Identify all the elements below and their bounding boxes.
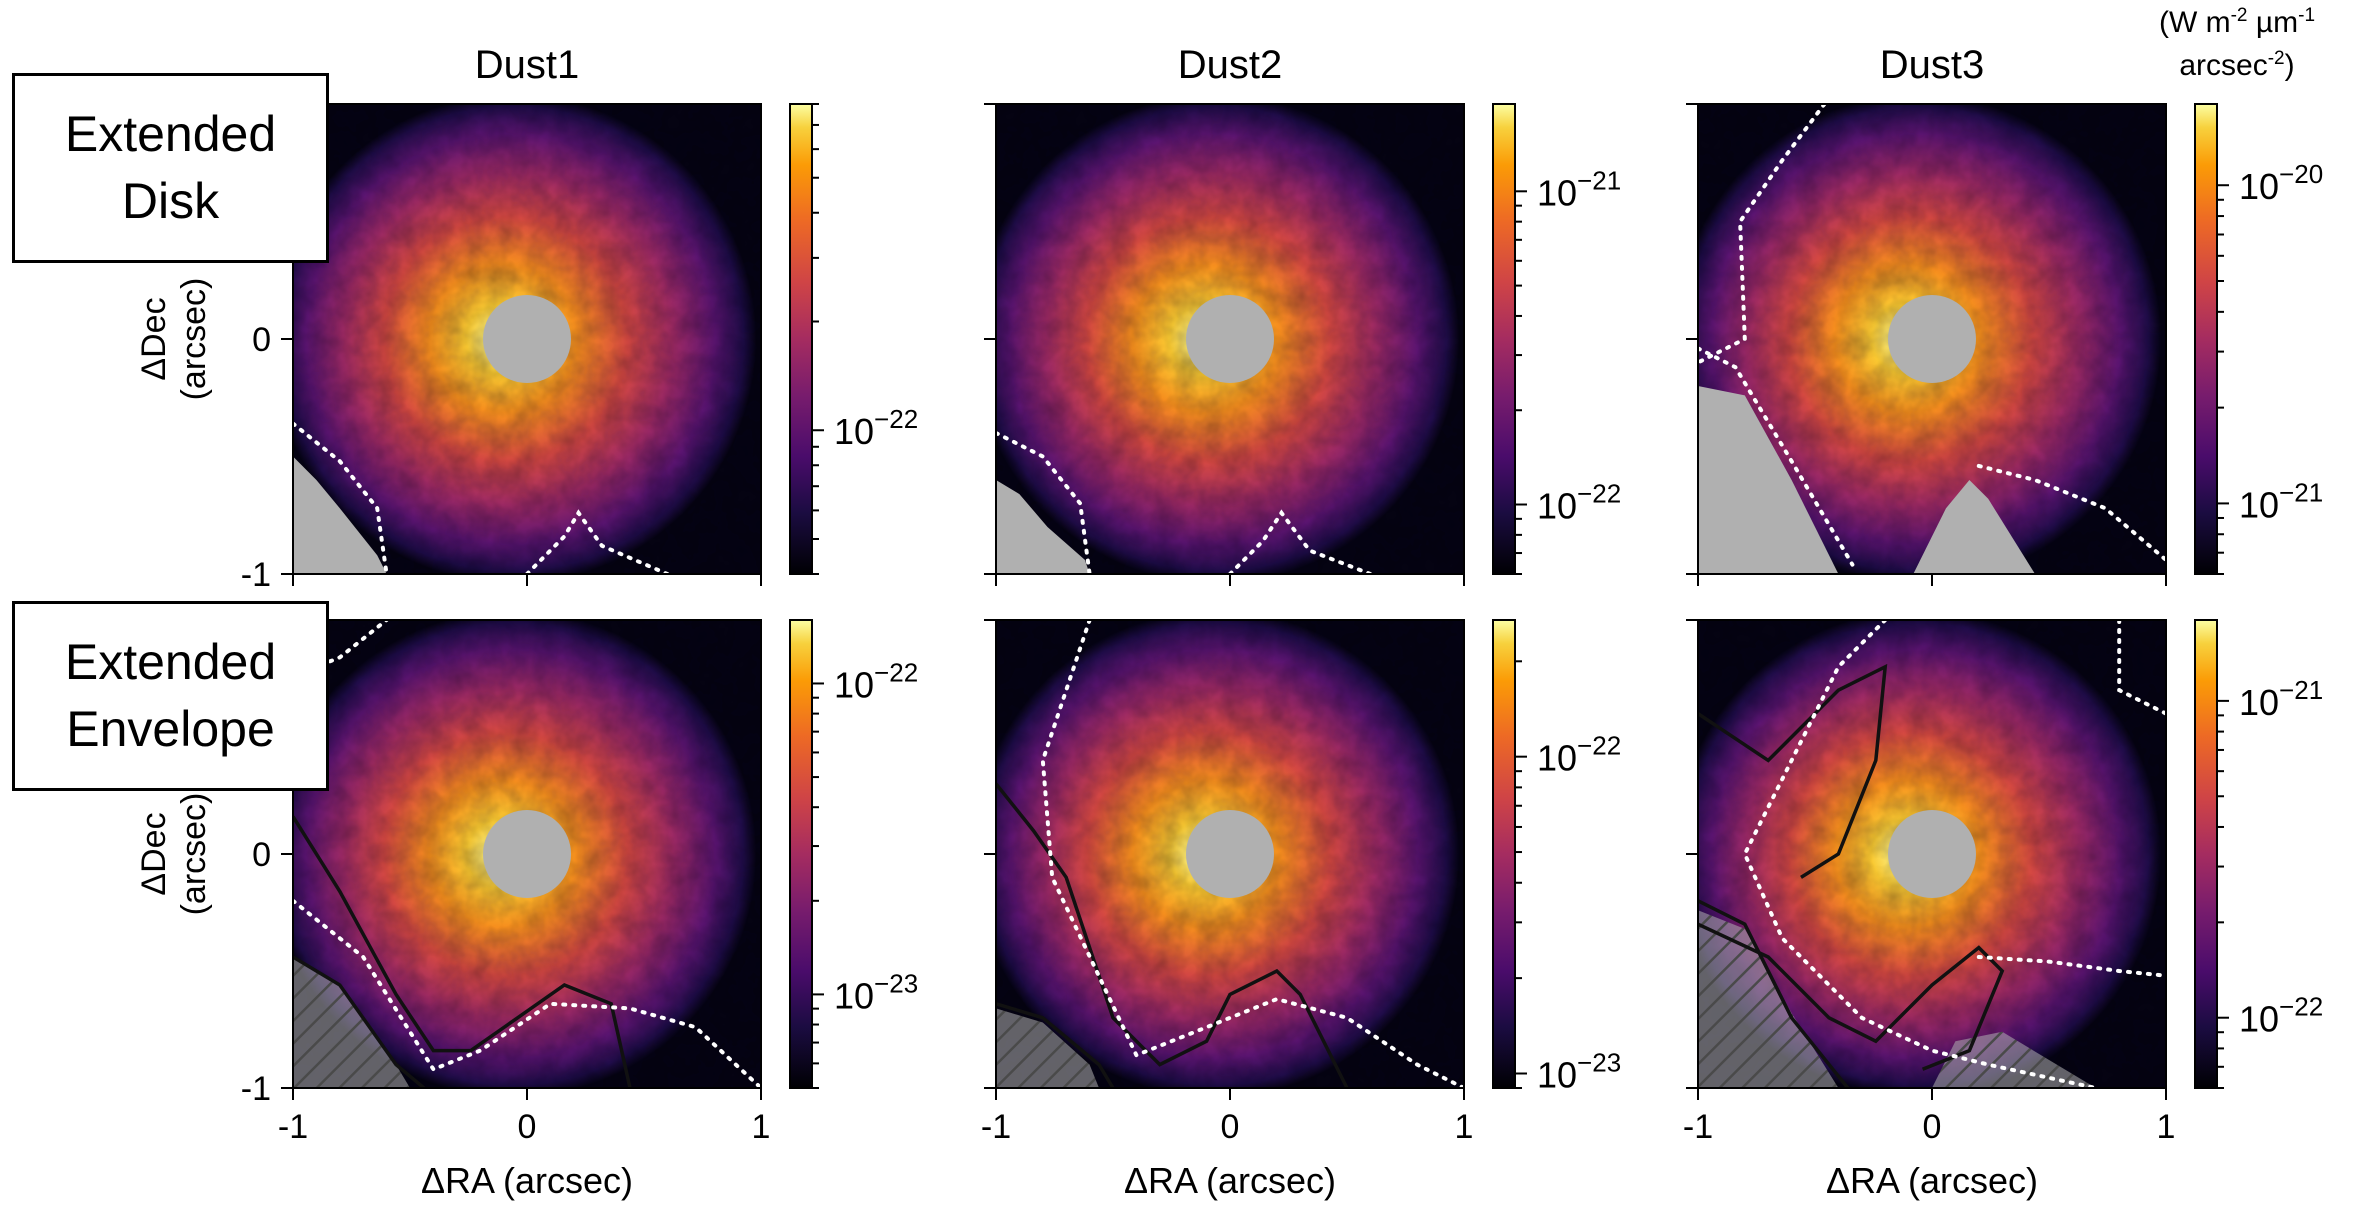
colorbar-gradient: [1492, 619, 1516, 1089]
heatmap-panel-2-3: -1 0 1 ΔRA (arcsec) 10−21 10−22: [1683, 619, 2323, 1201]
heatmap-panel-1-3: Dust3 10−20 10−21: [1686, 43, 2323, 586]
x-tick-label: 1: [2157, 1108, 2176, 1146]
panel-title: Dust2: [1178, 43, 1283, 87]
colorbar: 10−22: [789, 103, 918, 575]
colorbar-gradient: [2194, 103, 2218, 575]
row-label-line: Envelope: [66, 701, 275, 757]
central-mask: [483, 295, 571, 383]
x-tick-label: 1: [1455, 1108, 1474, 1146]
masked-region: [1698, 386, 1839, 574]
x-tick-label: -1: [278, 1108, 308, 1146]
unit-text: µm: [2247, 6, 2299, 39]
dotted-contour: [293, 898, 761, 1088]
contour-line: [293, 815, 632, 1088]
dotted-contour: [1698, 104, 1827, 365]
x-tick-label: 0: [1923, 1108, 1942, 1146]
masked-region: [996, 480, 1090, 574]
colorbar-tick-label: 10−21: [1537, 165, 1621, 213]
y-tick-label: -1: [241, 1070, 271, 1108]
colorbar-tick-label: 10−21: [2239, 675, 2323, 723]
contour-line: [1698, 899, 1850, 1088]
colorbar: 10−21 10−22: [1492, 103, 1621, 575]
masked-region: [1913, 480, 2035, 574]
dotted-contour: [1040, 620, 1464, 1088]
central-mask: [1888, 810, 1976, 898]
x-tick-label: -1: [1683, 1108, 1713, 1146]
masked-region: [293, 957, 410, 1088]
row-label-extended-envelope: Extended Envelope: [12, 601, 329, 791]
colorbar-tick-label: 10−22: [1537, 479, 1621, 527]
row-label-extended-disk: Extended Disk: [12, 73, 329, 263]
colorbar-tick-label: 10−20: [2239, 159, 2323, 207]
contour-line: [1698, 663, 1888, 879]
unit-sup: -1: [2298, 5, 2316, 26]
colorbar-unit-label: (W m-2 µm-1 arcsec-2): [2110, 2, 2364, 87]
unit-sup: -2: [2230, 5, 2248, 26]
row-label-line: Extended: [64, 633, 277, 690]
colorbar-tick-label: 10−22: [2239, 992, 2323, 1040]
y-tick-label: -1: [241, 556, 271, 594]
colorbar-gradient: [2194, 619, 2218, 1089]
x-tick-label: -1: [981, 1108, 1011, 1146]
heatmap-panel-2-2: -1 0 1 ΔRA (arcsec) 10−22 10−23: [981, 619, 1621, 1201]
contour-line: [1698, 922, 2005, 1071]
colorbar: 10−20 10−21: [2194, 103, 2323, 575]
colorbar-tick-label: 10−23: [1537, 1048, 1621, 1096]
colorbar-gradient: [1492, 103, 1516, 575]
colorbar: 10−22 10−23: [789, 619, 918, 1089]
panel-title: Dust1: [475, 43, 580, 87]
colorbar-tick-label: 10−21: [2239, 477, 2323, 525]
colorbar-tick-label: 10−22: [1537, 731, 1621, 779]
contour-line: [293, 955, 426, 1088]
masked-region: [1698, 910, 1839, 1088]
dotted-contour: [293, 620, 389, 679]
dotted-contour: [1698, 346, 1855, 567]
unit-text: arcsec: [2179, 48, 2268, 82]
unit-text: (W m: [2158, 6, 2231, 39]
central-mask: [1888, 295, 1976, 383]
central-mask: [1186, 295, 1274, 383]
dotted-contour: [1228, 509, 1373, 574]
unit-sup: -2: [2267, 47, 2285, 69]
row-label-line: Disk: [121, 173, 220, 229]
dotted-contour: [293, 421, 389, 574]
y-tick-label: 0: [252, 321, 271, 359]
colorbar-tick-label: 10−22: [834, 657, 918, 705]
x-axis-label: ΔRA (arcsec): [1826, 1160, 2038, 1201]
masked-region: [293, 456, 387, 574]
x-axis-label: ΔRA (arcsec): [1124, 1160, 1336, 1201]
colorbar-tick-label: 10−22: [834, 404, 918, 452]
colorbar-tick-label: 10−23: [834, 968, 918, 1016]
panel-title: Dust3: [1880, 43, 1985, 87]
x-tick-label: 1: [752, 1108, 771, 1146]
colorbar: 10−22 10−23: [1492, 619, 1621, 1096]
dotted-contour: [996, 431, 1092, 574]
y-axis-label: ΔDec(arcsec): [135, 793, 213, 916]
heatmap-panel-1-2: Dust2 10−21 10−22: [984, 43, 1621, 586]
dotted-contour: [1976, 463, 2166, 562]
x-axis-label: ΔRA (arcsec): [421, 1160, 633, 1201]
x-tick-label: 0: [518, 1108, 537, 1146]
colorbar-gradient: [789, 103, 813, 575]
dotted-contour: [2117, 620, 2166, 716]
colorbar: 10−21 10−22: [2194, 619, 2323, 1089]
row-label-line: Extended: [64, 105, 277, 162]
y-tick-label: 0: [252, 836, 271, 874]
central-mask: [1186, 810, 1274, 898]
unit-text: ): [2284, 48, 2295, 82]
dotted-contour: [525, 509, 670, 574]
central-mask: [483, 810, 571, 898]
dotted-contour: [1742, 620, 2098, 1088]
masked-region: [996, 1008, 1099, 1088]
x-tick-label: 0: [1221, 1108, 1240, 1146]
heatmap-panel-1-1: 0 -1 Dust1 ΔDec(arcsec) 10−22: [135, 43, 918, 594]
y-axis-label: ΔDec(arcsec): [135, 278, 213, 401]
colorbar-gradient: [789, 619, 813, 1089]
contour-line: [996, 1002, 1115, 1088]
